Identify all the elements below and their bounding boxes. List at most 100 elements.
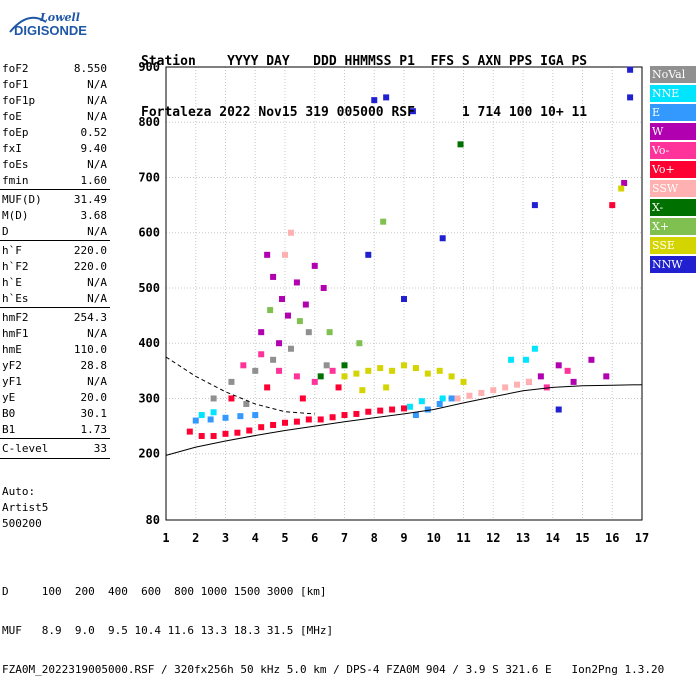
- echo-point: [317, 373, 324, 380]
- echo-point: [389, 406, 396, 413]
- echo-point: [609, 202, 616, 209]
- echo-point: [198, 433, 205, 440]
- echo-point: [341, 373, 348, 380]
- param-value: 110.0: [73, 343, 107, 356]
- echo-point: [296, 318, 303, 325]
- x-tick-label: 11: [456, 531, 470, 545]
- param-value: N/A: [87, 94, 107, 107]
- auto-code: 500200: [2, 517, 42, 530]
- footer-muf-row: MUF 8.9 9.0 9.5 10.4 11.6 13.3 18.3 31.5…: [2, 624, 334, 637]
- x-tick-label: 13: [516, 531, 530, 545]
- param-key: M(D): [2, 209, 29, 222]
- param-row: foF1 N/A: [0, 76, 110, 94]
- param-key: foEs: [2, 158, 29, 171]
- echo-point: [466, 392, 473, 399]
- echo-point: [543, 384, 550, 391]
- x-tick-label: 4: [252, 531, 259, 545]
- plot-frame: [165, 66, 643, 521]
- param-value: 8.550: [73, 62, 107, 75]
- param-key: yF1: [2, 375, 22, 388]
- param-value: 1.73: [80, 423, 108, 436]
- footer-distance-row: D 100 200 400 600 800 1000 1500 3000 [km…: [2, 585, 327, 598]
- echo-point: [329, 414, 336, 421]
- echo-point: [246, 427, 253, 434]
- echo-point: [252, 412, 259, 419]
- param-value: 220.0: [73, 244, 107, 257]
- param-value: 1.60: [80, 174, 108, 187]
- param-value: N/A: [87, 78, 107, 91]
- y-tick-label: 300: [138, 391, 160, 405]
- x-tick-label: 1: [162, 531, 169, 545]
- x-tick-label: 5: [281, 531, 288, 545]
- echo-point: [323, 362, 330, 369]
- legend-item-vo: Vo+: [650, 161, 696, 178]
- echo-point: [264, 251, 271, 258]
- legend-item-x: X-: [650, 199, 696, 216]
- echo-point: [460, 378, 467, 385]
- echo-point: [531, 202, 538, 209]
- param-value: 28.8: [80, 359, 108, 372]
- x-tick-label: 6: [311, 531, 318, 545]
- param-row: foE N/A: [0, 108, 110, 126]
- echo-point: [401, 296, 407, 303]
- param-value: 30.1: [80, 407, 108, 420]
- auto-label: Auto:: [2, 485, 36, 498]
- echo-point: [439, 395, 446, 402]
- echo-point: [222, 430, 229, 437]
- param-row: B1 1.73: [0, 421, 110, 439]
- echo-point: [508, 356, 515, 363]
- echo-point: [356, 340, 363, 347]
- param-row: h`F 220.0: [0, 242, 110, 260]
- param-row: foF2 8.550: [0, 60, 110, 78]
- echo-point: [353, 370, 360, 377]
- param-value: 254.3: [73, 311, 107, 324]
- footer-info: D 100 200 400 600 800 1000 1500 3000 [km…: [2, 559, 664, 689]
- echo-point: [409, 108, 416, 115]
- x-tick-label: 7: [341, 531, 348, 545]
- logo-digisonde: DIGISONDE: [14, 23, 87, 38]
- footer-file-info: FZA0M_2022319005000.RSF / 320fx256h 50 k…: [2, 663, 665, 676]
- param-row: yE 20.0: [0, 389, 110, 407]
- echo-point: [436, 400, 443, 407]
- param-key: B0: [2, 407, 16, 420]
- echo-point: [279, 296, 286, 303]
- echo-point: [243, 400, 250, 407]
- param-row: fxI 9.40: [0, 140, 110, 158]
- direction-legend: NoVal NNE E W Vo- Vo+ SSW X- X+ SSE NNW: [650, 66, 696, 275]
- param-row: h`Es N/A: [0, 290, 110, 308]
- param-value: N/A: [87, 327, 107, 340]
- param-row: MUF(D) 31.49: [0, 191, 110, 209]
- x-tick-label: 2: [192, 531, 199, 545]
- echo-point: [389, 367, 396, 374]
- param-key: fmin: [2, 174, 29, 187]
- echo-point: [412, 365, 419, 372]
- param-value: 220.0: [73, 260, 107, 273]
- x-tick-label: 3: [222, 531, 229, 545]
- echo-point: [293, 418, 300, 425]
- echo-point: [326, 329, 333, 336]
- echo-point: [555, 362, 562, 369]
- legend-item-sse: SSE: [650, 237, 696, 254]
- param-key: hmE: [2, 343, 22, 356]
- param-value: N/A: [87, 225, 107, 238]
- x-tick-label: 17: [635, 531, 649, 545]
- y-tick-label: 400: [138, 336, 160, 350]
- param-key: C-level: [2, 442, 49, 455]
- legend-item-vo: Vo-: [650, 142, 696, 159]
- echo-point: [228, 395, 235, 402]
- param-row: h`F2 220.0: [0, 258, 110, 276]
- echo-point: [525, 378, 532, 385]
- echo-point: [252, 367, 259, 374]
- echo-point: [311, 378, 318, 385]
- echo-point: [522, 356, 529, 363]
- echo-point: [287, 229, 294, 236]
- param-row: foEp 0.52: [0, 124, 110, 142]
- echo-point: [377, 407, 384, 414]
- echo-point: [293, 279, 300, 286]
- echo-point: [267, 307, 274, 314]
- echo-point: [222, 414, 229, 421]
- echo-point: [490, 387, 497, 394]
- param-key: hmF1: [2, 327, 29, 340]
- y-tick-label: 900: [138, 60, 160, 74]
- echo-point: [317, 416, 324, 423]
